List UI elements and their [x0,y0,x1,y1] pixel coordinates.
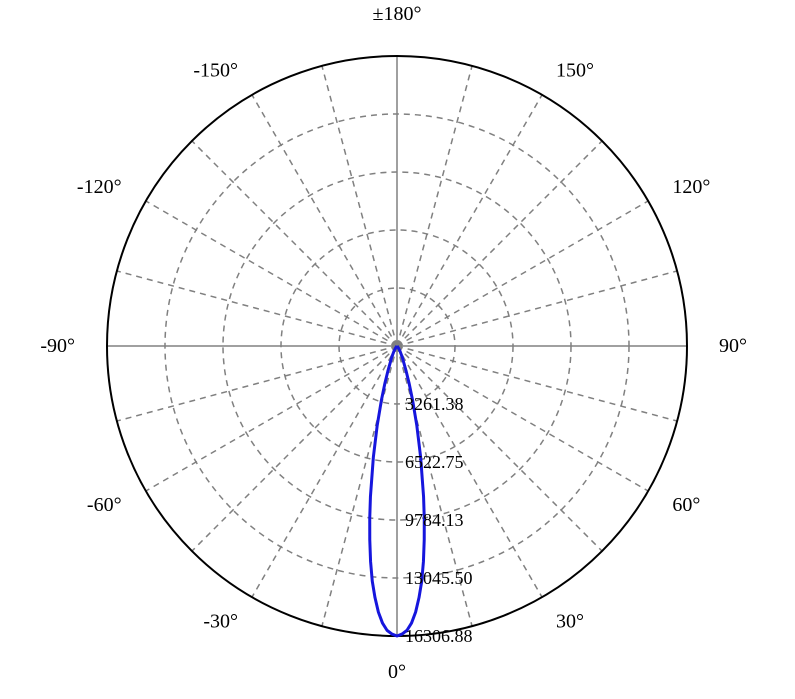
angle-label: 150° [556,60,594,82]
angle-label: 90° [719,335,747,357]
angle-label: -60° [87,494,122,516]
angle-label: -120° [77,176,122,198]
radial-tick-label: 13045.50 [405,568,473,588]
angle-label: -30° [203,610,238,632]
angle-label: 0° [388,661,406,683]
polar-svg: 3261.38 6522.75 9784.13 13045.50 16306.88 ±18… [0,0,795,699]
angle-label: 30° [556,610,584,632]
angle-label: -90° [40,335,75,357]
radial-tick-label: 16306.88 [405,626,473,646]
angle-label: -150° [193,60,238,82]
angle-label: ±180° [373,3,422,25]
radial-tick-label: 9784.13 [405,510,464,530]
polar-chart: 3261.38 6522.75 9784.13 13045.50 16306.88 ±18… [0,0,795,699]
angle-label: 120° [672,176,710,198]
angle-label: 60° [672,494,700,516]
radial-tick-label: 3261.38 [405,394,464,414]
radial-tick-label: 6522.75 [405,452,464,472]
